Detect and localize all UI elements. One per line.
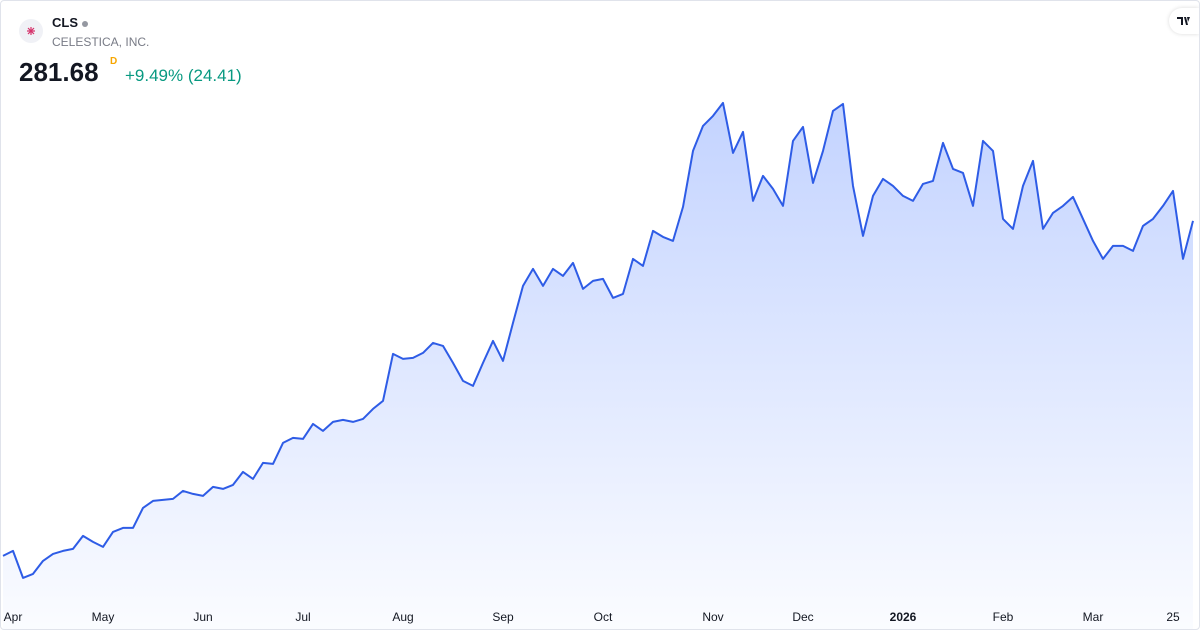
symbol: CLS xyxy=(52,15,88,30)
x-tick-label: 25 xyxy=(1166,610,1180,624)
interval: D xyxy=(110,56,118,67)
x-tick-label: Mar xyxy=(1083,610,1104,624)
x-tick-label: Aug xyxy=(392,610,413,624)
x-tick-label: Sep xyxy=(492,610,514,624)
x-tick-label: Jul xyxy=(295,610,310,624)
price-line xyxy=(2,101,1194,579)
x-tick-label: Apr xyxy=(4,610,23,624)
area-fill xyxy=(3,102,1193,629)
logo-icon xyxy=(27,27,35,35)
brand-icon xyxy=(1177,17,1190,25)
symbol-logo xyxy=(19,19,43,43)
x-tick-label: Nov xyxy=(702,610,723,624)
price: 281.68 xyxy=(19,57,99,87)
company-name: CELESTICA, INC. xyxy=(52,35,150,49)
x-tick-label: Jun xyxy=(193,610,212,624)
x-tick-label: 2026 xyxy=(890,610,917,624)
x-tick-label: Dec xyxy=(792,610,813,624)
x-tick-label: Oct xyxy=(594,610,613,624)
brand-logo[interactable] xyxy=(1169,8,1199,34)
status-dot xyxy=(82,20,88,27)
change: +9.49% (24.41) xyxy=(125,66,242,85)
x-tick-label: May xyxy=(92,610,115,624)
x-tick-label: Feb xyxy=(993,610,1014,624)
symbol-text: CLS xyxy=(52,15,78,30)
